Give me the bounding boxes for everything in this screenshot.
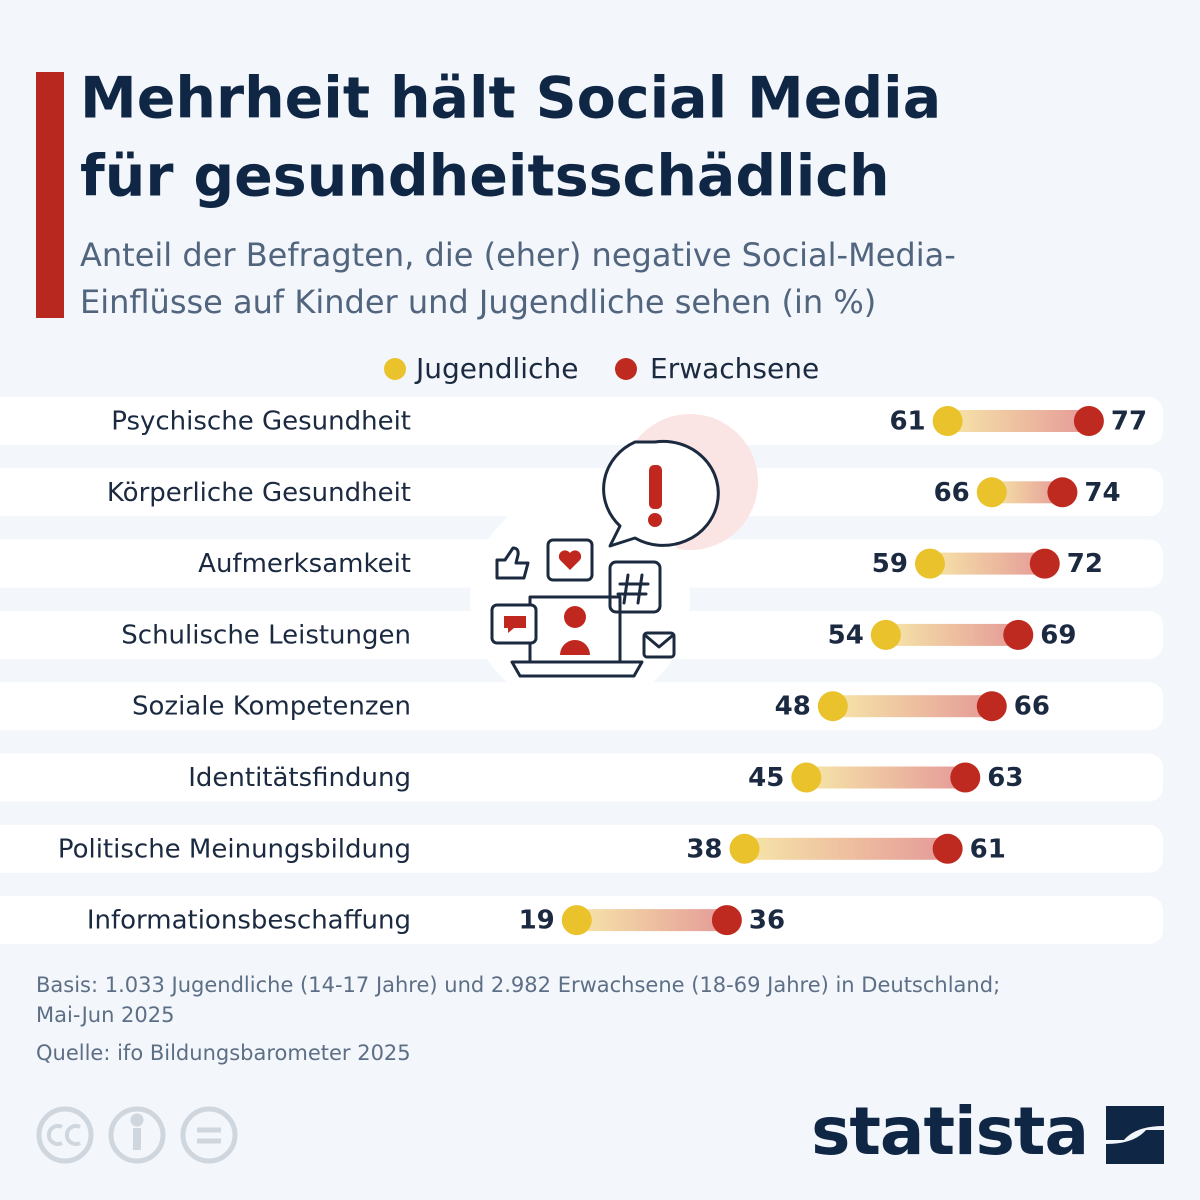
dot [950, 762, 981, 793]
value-label: 54 [828, 620, 864, 650]
range-bar [576, 909, 727, 932]
category-label: Identitätsfindung [188, 763, 411, 793]
category-label: Körperliche Gesundheit [107, 478, 411, 508]
dot [932, 833, 963, 864]
value-label: 69 [1040, 620, 1076, 650]
value-label: 66 [934, 478, 970, 508]
value-label: 36 [749, 906, 785, 936]
value-label: 48 [775, 692, 811, 722]
legend-marker [384, 358, 406, 380]
value-label: 45 [748, 763, 784, 793]
category-label: Informationsbeschaffung [87, 906, 411, 936]
dot [914, 548, 945, 579]
brand-logo: statista [811, 1093, 1088, 1170]
legend-marker [615, 358, 637, 380]
dot [817, 691, 848, 722]
category-label: Soziale Kompetenzen [132, 692, 411, 722]
dot [976, 477, 1007, 508]
value-label: 61 [970, 834, 1006, 864]
legend-label: Jugendliche [414, 352, 578, 385]
note: Mai-Jun 2025 [36, 1003, 175, 1027]
value-label: 38 [686, 834, 722, 864]
dot [1047, 477, 1078, 508]
range-bar [929, 552, 1045, 575]
legend: Jugendliche Erwachsene [384, 352, 819, 385]
value-label: 74 [1084, 478, 1120, 508]
note: Quelle: ifo Bildungsbarometer 2025 [36, 1041, 411, 1065]
range-bar [832, 695, 992, 718]
subtitle-line: Einflüsse auf Kinder und Jugendliche seh… [80, 283, 876, 321]
accent-bar [36, 72, 64, 318]
license-icons [36, 1106, 238, 1164]
dot [932, 406, 963, 436]
dot [1073, 406, 1104, 436]
dot [791, 762, 822, 793]
brand-mark [1106, 1106, 1164, 1164]
note: Basis: 1.033 Jugendliche (14-17 Jahre) u… [36, 973, 1000, 997]
value-label: 77 [1111, 407, 1147, 437]
category-label: Psychische Gesundheit [111, 407, 411, 437]
value-label: 72 [1067, 549, 1103, 579]
title-line: für gesundheitsschädlich [80, 144, 890, 210]
row-band [0, 824, 1163, 873]
subtitle-line: Anteil der Befragten, die (eher) negativ… [80, 236, 956, 274]
value-label: 63 [987, 763, 1023, 793]
dot [561, 905, 592, 936]
row-band [0, 397, 1163, 445]
value-label: 59 [872, 549, 908, 579]
range-bar [991, 481, 1063, 504]
illustration [470, 414, 758, 710]
legend-label: Erwachsene [650, 352, 819, 385]
category-label: Schulische Leistungen [121, 620, 411, 650]
value-label: 61 [889, 407, 925, 437]
dot [1029, 548, 1060, 579]
range-bar [947, 410, 1089, 432]
category-label: Politische Meinungsbildung [58, 834, 411, 864]
range-bar [885, 623, 1019, 646]
dumbbells: 61 77 66 74 59 72 54 69 48 66 45 63 38 61 19 36 [519, 406, 1147, 936]
title-line: Mehrheit hält Social Media [80, 66, 941, 132]
category-label: Aufmerksamkeit [198, 549, 411, 579]
dot [1003, 619, 1034, 650]
range-bar [806, 766, 966, 789]
dot [711, 905, 742, 936]
range-bar [744, 837, 948, 860]
dot [870, 619, 901, 650]
dot [729, 833, 760, 864]
dot [976, 691, 1007, 722]
value-label: 66 [1014, 692, 1050, 722]
value-label: 19 [519, 906, 555, 936]
row-band [0, 753, 1163, 802]
